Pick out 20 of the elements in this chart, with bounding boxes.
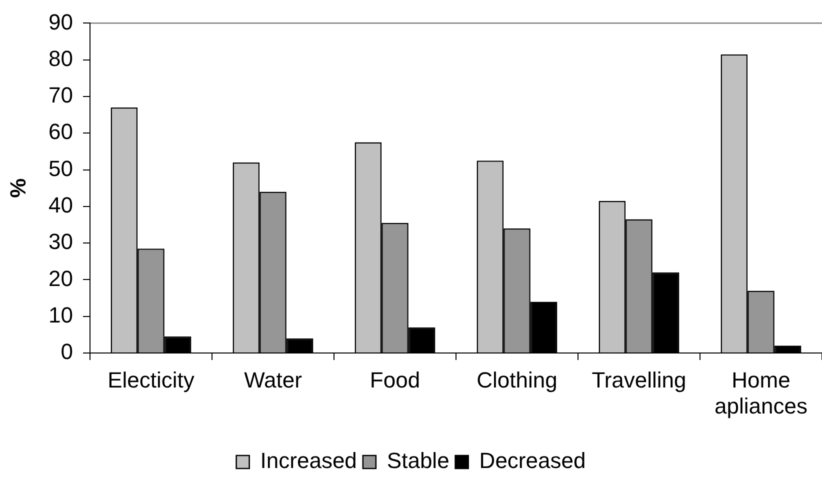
legend-label: Decreased (479, 448, 586, 474)
y-tick-label: 50 (48, 156, 73, 181)
x-tick-label: Clothing (476, 367, 558, 392)
legend-label: Increased (260, 448, 357, 474)
legend-label: Stable (386, 448, 450, 474)
y-tick-label: 10 (48, 302, 73, 328)
x-tick-label: Water (244, 367, 302, 392)
x-tick-label: Travelling (592, 367, 686, 392)
y-tick-label: 90 (48, 9, 73, 34)
y-axis-title: % (5, 178, 30, 198)
y-tick-label: 80 (48, 46, 73, 71)
y-tick-label: 60 (48, 119, 73, 144)
y-tick-label: 40 (48, 192, 73, 218)
x-tick-label: Food (370, 367, 420, 392)
y-tick-label: 70 (48, 82, 73, 108)
y-tick-label: 20 (48, 266, 73, 291)
x-tick-label: Home apliances (714, 367, 808, 419)
y-tick-label: 30 (48, 229, 73, 254)
y-tick-label: 0 (60, 339, 73, 364)
x-tick-label: Electicity (108, 367, 194, 392)
